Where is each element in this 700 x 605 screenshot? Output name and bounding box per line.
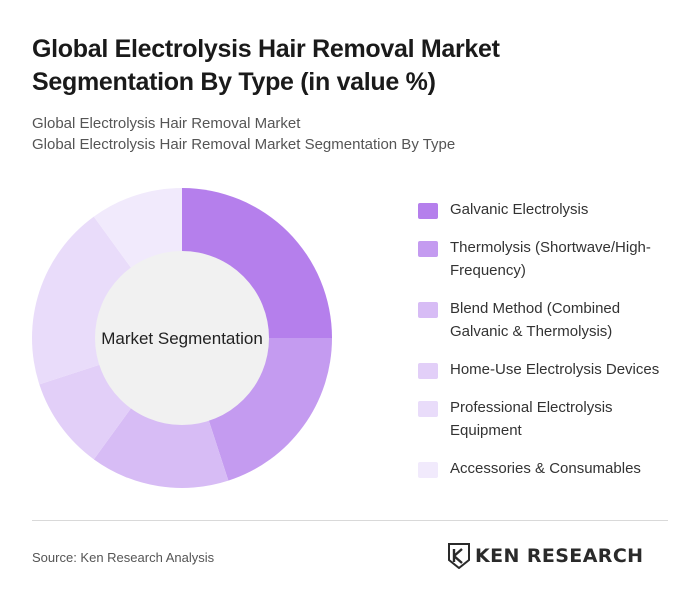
legend-swatch bbox=[418, 241, 438, 257]
footer-divider bbox=[32, 520, 668, 521]
legend-item: Professional Electrolysis Equipment bbox=[418, 396, 678, 442]
donut-hole bbox=[95, 251, 269, 425]
legend-label: Blend Method (Combined Galvanic & Thermo… bbox=[450, 300, 621, 340]
source-note: Source: Ken Research Analysis bbox=[32, 550, 215, 565]
legend-swatch bbox=[418, 302, 438, 318]
legend-label: Professional Electrolysis Equipment bbox=[450, 399, 613, 439]
legend-swatch bbox=[418, 363, 438, 379]
ken-research-logo-text: KEN RESEARCH bbox=[475, 545, 644, 567]
legend-swatch bbox=[418, 203, 438, 219]
chart-legend: Galvanic Electrolysis Thermolysis (Shortw… bbox=[418, 198, 678, 495]
subtitle-line-2: Global Electrolysis Hair Removal Market … bbox=[32, 136, 456, 153]
legend-item: Blend Method (Combined Galvanic & Thermo… bbox=[418, 297, 678, 343]
legend-label: Thermolysis (Shortwave/High-Frequency) bbox=[450, 239, 651, 279]
subtitle-line-1: Global Electrolysis Hair Removal Market bbox=[32, 115, 301, 132]
legend-item: Accessories & Consumables bbox=[418, 457, 678, 480]
legend-swatch bbox=[418, 462, 438, 478]
legend-item: Galvanic Electrolysis bbox=[418, 198, 678, 221]
chart-title: Global Electrolysis Hair Removal Market … bbox=[32, 35, 500, 96]
ken-research-logo-icon bbox=[448, 543, 470, 569]
legend-label: Accessories & Consumables bbox=[450, 460, 641, 477]
chart-subtitle: Global Electrolysis Hair Removal Market … bbox=[32, 113, 455, 155]
legend-item: Home-Use Electrolysis Devices bbox=[418, 358, 678, 381]
legend-swatch bbox=[418, 401, 438, 417]
legend-label: Home-Use Electrolysis Devices bbox=[450, 361, 660, 378]
legend-label: Galvanic Electrolysis bbox=[450, 201, 589, 218]
donut-center-label: Market Segmentation bbox=[101, 329, 263, 348]
donut-chart: Market Segmentation bbox=[31, 188, 332, 488]
legend-item: Thermolysis (Shortwave/High-Frequency) bbox=[418, 236, 678, 282]
ken-research-logo: KEN RESEARCH bbox=[447, 543, 643, 569]
